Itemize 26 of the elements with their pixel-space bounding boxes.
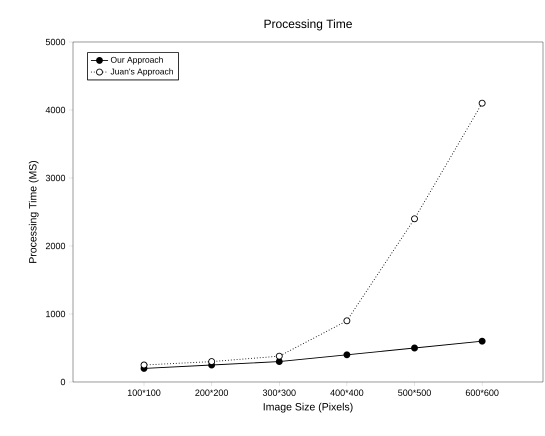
y-tick-label: 0 — [60, 378, 66, 386]
x-tick-label: 400*400 — [330, 390, 364, 396]
x-axis-title: Image Size (Pixels) — [264, 402, 353, 413]
y-tick-label: 1000 — [46, 310, 66, 318]
x-tick-label: 600*600 — [466, 390, 499, 396]
x-tick-label: 500*500 — [398, 390, 431, 396]
point — [140, 362, 148, 368]
legend-label: Our Approach — [110, 56, 163, 65]
y-tick-label: 4000 — [46, 106, 66, 114]
point — [411, 215, 418, 222]
x-tick-label: 100*100 — [128, 390, 160, 396]
chart-title: Processing Time — [264, 19, 352, 30]
point — [478, 338, 486, 345]
point — [276, 352, 283, 360]
point — [343, 351, 350, 358]
y-tick-label: 2000 — [46, 242, 66, 250]
y-tick-label: 3000 — [46, 174, 66, 182]
y-axis-title: Processing Time (MS) — [28, 160, 39, 263]
x-tick-label: 200*200 — [195, 390, 228, 396]
point — [343, 317, 350, 324]
legend-label: Juan's Approach — [110, 68, 173, 76]
point — [411, 344, 418, 352]
point — [208, 358, 216, 366]
x-tick-label: 300*300 — [262, 390, 296, 396]
y-tick-label: 5000 — [46, 38, 66, 46]
point — [478, 100, 486, 107]
